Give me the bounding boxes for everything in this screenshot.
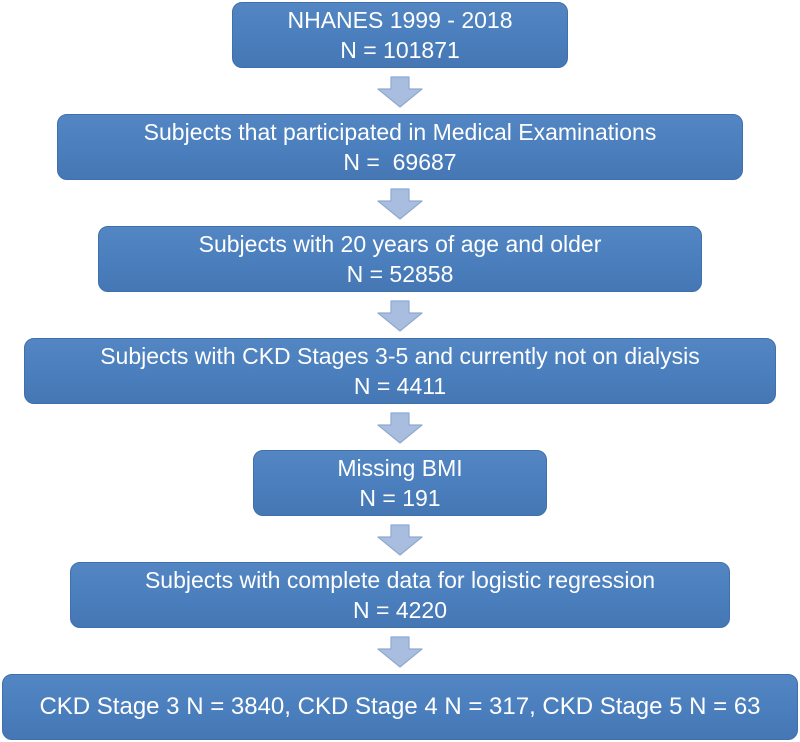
box-line: N = 191 [359, 485, 441, 511]
flow-box-ckd-stages-3-5-no-dialysis: Subjects with CKD Stages 3-5 and current… [24, 338, 776, 404]
box-line: N = 4220 [353, 597, 447, 623]
flow-box-ckd-stage-breakdown: CKD Stage 3 N = 3840, CKD Stage 4 N = 31… [2, 674, 798, 740]
down-arrow-icon [377, 636, 423, 668]
flow-box-complete-data-logistic-regression: Subjects with complete data for logistic… [70, 562, 730, 628]
down-arrow-icon [377, 76, 423, 108]
flow-box-missing-bmi: Missing BMI N = 191 [253, 450, 547, 516]
box-line: Subjects with CKD Stages 3-5 and current… [100, 343, 700, 369]
box-line: Missing BMI [337, 455, 463, 481]
flow-box-medical-examinations: Subjects that participated in Medical Ex… [57, 114, 743, 180]
box-line: CKD Stage 3 N = 3840, CKD Stage 4 N = 31… [39, 693, 761, 720]
down-arrow-icon [377, 412, 423, 444]
box-line: N = 69687 [343, 149, 457, 175]
box-line: N = 4411 [353, 373, 447, 399]
flow-box-age-20-and-older: Subjects with 20 years of age and older … [98, 226, 702, 292]
down-arrow-icon [377, 188, 423, 220]
box-line: N = 52858 [346, 261, 454, 287]
flow-box-nhanes-population: NHANES 1999 - 2018 N = 101871 [232, 2, 568, 68]
box-line: N = 101871 [340, 37, 460, 63]
box-line: Subjects with complete data for logistic… [144, 567, 656, 593]
box-line: Subjects that participated in Medical Ex… [143, 119, 657, 145]
box-line: Subjects with 20 years of age and older [198, 231, 602, 257]
down-arrow-icon [377, 300, 423, 332]
box-line: NHANES 1999 - 2018 [287, 7, 513, 33]
down-arrow-icon [377, 524, 423, 556]
